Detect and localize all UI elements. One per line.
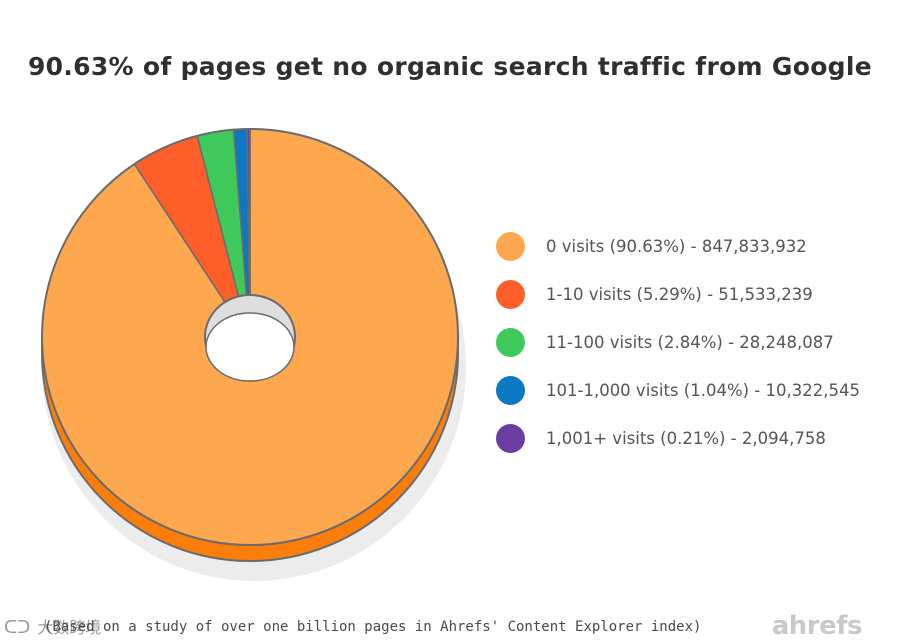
legend-item: 1-10 visits (5.29%) - 51,533,239 <box>496 270 860 318</box>
watermark-text: 大数跨境 <box>37 618 102 637</box>
legend-swatch <box>496 375 525 405</box>
legend-swatch <box>496 279 525 309</box>
legend-item: 11-100 visits (2.84%) - 28,248,087 <box>496 318 860 366</box>
legend-label: 1-10 visits (5.29%) - 51,533,239 <box>546 284 813 304</box>
brand-logo: ahrefs <box>771 611 863 641</box>
chart-title: 90.63% of pages get no organic search tr… <box>27 52 872 81</box>
legend-item: 101-1,000 visits (1.04%) - 10,322,545 <box>496 366 860 414</box>
legend-swatch <box>496 327 525 357</box>
pie-rim <box>41 128 459 546</box>
legend-label: 1,001+ visits (0.21%) - 2,094,758 <box>546 428 826 448</box>
footnote: (Based on a study of over one billion pa… <box>44 619 702 635</box>
legend-swatch <box>496 423 525 453</box>
watermark-logo-icon: ᑕᑐ <box>4 617 31 638</box>
watermark: ᑕᑐ 大数跨境 <box>4 614 101 638</box>
legend-label: 101-1,000 visits (1.04%) - 10,322,545 <box>546 380 860 400</box>
legend-label: 11-100 visits (2.84%) - 28,248,087 <box>546 332 834 352</box>
pie-layer <box>41 128 466 581</box>
legend-swatch <box>496 231 525 261</box>
chart-legend: 0 visits (90.63%) - 847,833,932 1-10 visi… <box>496 222 860 462</box>
legend-label: 0 visits (90.63%) - 847,833,932 <box>546 236 807 256</box>
donut-hole <box>205 312 295 382</box>
legend-item: 1,001+ visits (0.21%) - 2,094,758 <box>496 414 860 462</box>
legend-item: 0 visits (90.63%) - 847,833,932 <box>496 222 860 270</box>
